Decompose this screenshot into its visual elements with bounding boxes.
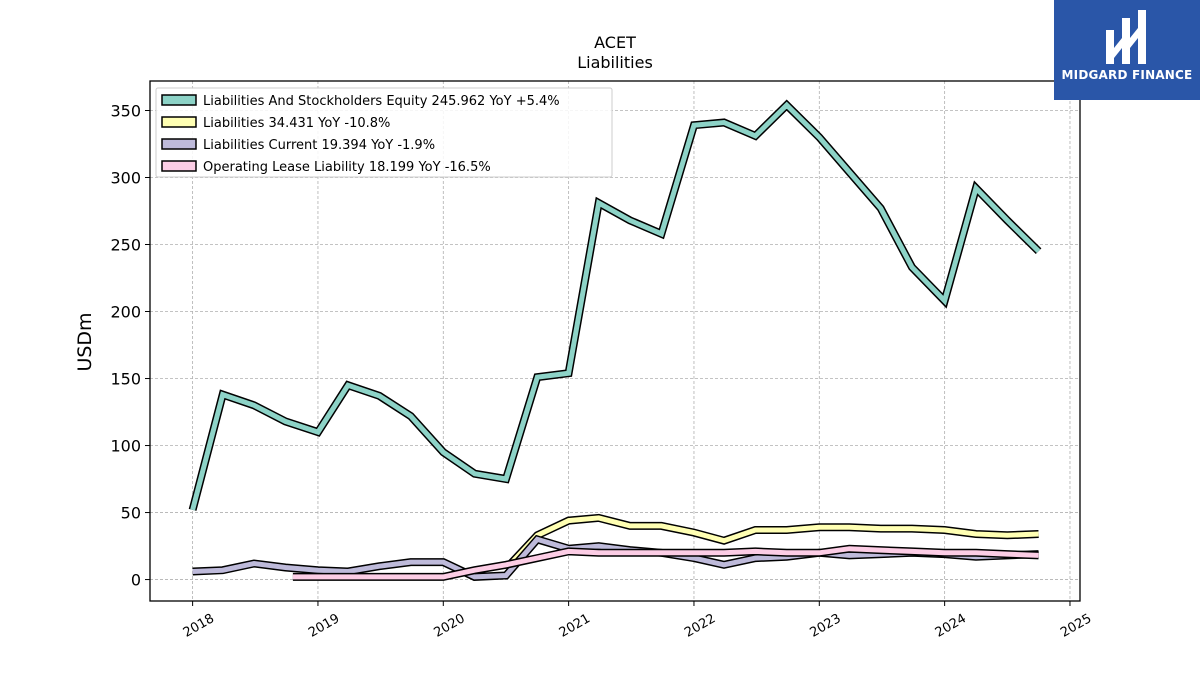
legend-swatch-3 bbox=[161, 160, 197, 172]
legend-swatch-1 bbox=[161, 116, 197, 128]
legend-label-1: Liabilities 34.431 YoY -10.8% bbox=[203, 116, 390, 131]
x-tick-label: 2019 bbox=[306, 611, 342, 641]
legend-swatch-0 bbox=[161, 94, 197, 106]
legend-swatch-2 bbox=[161, 138, 197, 150]
y-tick-label: 0 bbox=[131, 571, 141, 590]
y-tick-label: 100 bbox=[110, 437, 141, 456]
legend: Liabilities And Stockholders Equity 245.… bbox=[155, 87, 613, 178]
y-tick-label: 350 bbox=[110, 101, 141, 120]
x-tick-label: 2024 bbox=[933, 611, 969, 641]
chart-subtitle: Liabilities bbox=[577, 53, 653, 72]
series-line-1 bbox=[504, 515, 1039, 571]
y-tick-label: 300 bbox=[110, 168, 141, 187]
plot-frame bbox=[149, 80, 1081, 602]
midgard-logo-icon bbox=[1106, 10, 1146, 64]
series-line-0 bbox=[190, 101, 1041, 511]
legend-label-2: Liabilities Current 19.394 YoY -1.9% bbox=[203, 138, 435, 153]
y-axis-label: USDm bbox=[74, 312, 96, 371]
x-tick-label: 2020 bbox=[431, 611, 467, 641]
x-tick-label: 2025 bbox=[1058, 611, 1094, 641]
legend-box bbox=[155, 87, 613, 178]
logo-text: MIDGARD FINANCE bbox=[1061, 68, 1193, 82]
axis-ticks: 0 50 100 150 200 250 300 350 2018 2019 2020 2021 202… bbox=[110, 101, 1094, 640]
chart-title: ACET bbox=[594, 33, 636, 52]
y-tick-label: 250 bbox=[110, 236, 141, 255]
brand-logo: MIDGARD FINANCE bbox=[1054, 0, 1200, 100]
legend-label-0: Liabilities And Stockholders Equity 245.… bbox=[203, 94, 560, 109]
legend-label-3: Operating Lease Liability 18.199 YoY -16… bbox=[203, 160, 491, 175]
y-tick-label: 150 bbox=[110, 370, 141, 389]
x-tick-label: 2021 bbox=[557, 611, 593, 641]
x-tick-label: 2023 bbox=[807, 611, 843, 641]
series-lines bbox=[188, 99, 1042, 581]
series-line-3 bbox=[292, 546, 1039, 580]
y-tick-label: 200 bbox=[110, 303, 141, 322]
x-tick-label: 2022 bbox=[682, 611, 718, 641]
y-tick-label: 50 bbox=[121, 504, 141, 523]
x-tick-label: 2018 bbox=[181, 611, 217, 641]
